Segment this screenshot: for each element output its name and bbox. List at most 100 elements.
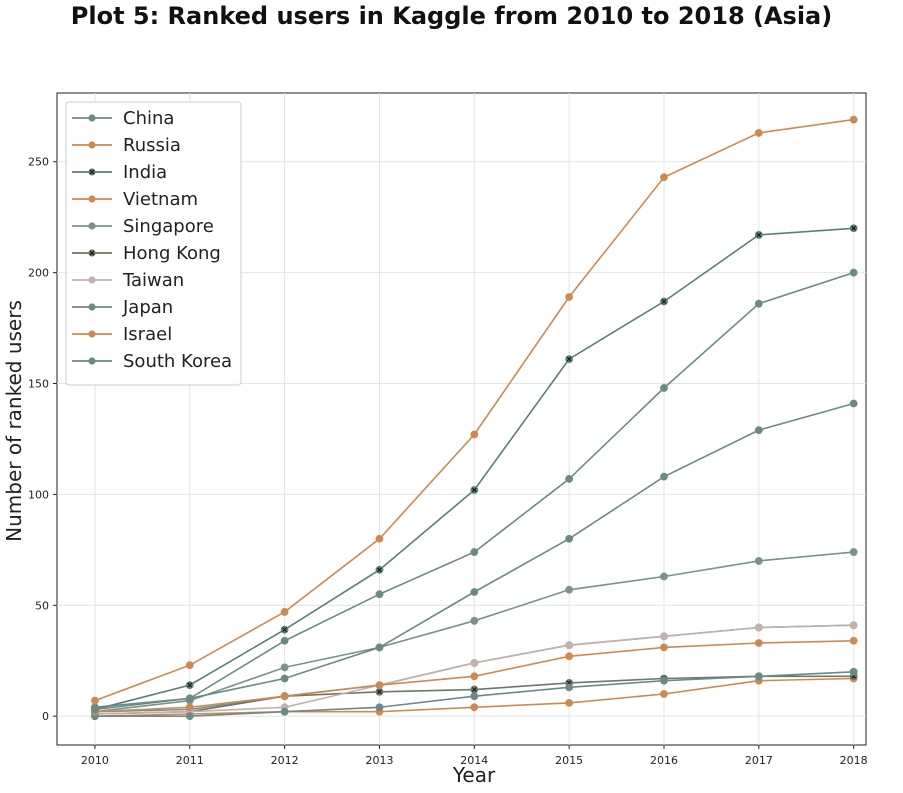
data-point xyxy=(280,707,289,716)
data-point xyxy=(470,548,479,556)
data-point xyxy=(565,641,574,650)
data-point xyxy=(565,698,574,707)
data-point xyxy=(375,534,384,543)
data-point xyxy=(660,384,668,392)
data-point xyxy=(280,674,289,683)
y-tick-label: 150 xyxy=(28,378,49,391)
data-point-cross xyxy=(471,687,477,692)
legend-label: Singapore xyxy=(123,216,214,237)
data-point xyxy=(185,712,194,721)
data-point xyxy=(849,621,858,630)
legend[interactable]: China Russia India Vietnam Singapore Hong Kon… xyxy=(65,101,242,386)
data-point-cross xyxy=(377,567,382,573)
x-tick-label: 2016 xyxy=(650,754,678,767)
data-point xyxy=(565,683,574,692)
y-tick-label: 100 xyxy=(28,488,49,501)
series-taiwan xyxy=(91,621,858,718)
data-point xyxy=(375,681,384,690)
x-tick-label: 2010 xyxy=(81,754,109,767)
x-tick-label: 2013 xyxy=(365,754,393,767)
data-point xyxy=(849,548,858,556)
legend-marker xyxy=(88,276,96,284)
series-layer xyxy=(91,115,858,721)
legend-label: Japan xyxy=(122,297,173,318)
data-point xyxy=(660,173,668,182)
data-point xyxy=(375,590,384,599)
data-point xyxy=(754,639,763,647)
legend-label: Taiwan xyxy=(122,270,184,291)
data-point-cross xyxy=(851,225,857,231)
data-point xyxy=(470,588,479,596)
data-point-cross xyxy=(187,682,193,688)
data-point xyxy=(660,632,668,641)
data-point xyxy=(91,705,99,714)
x-axis-label: Year xyxy=(452,763,496,787)
legend-marker xyxy=(88,303,96,311)
data-point-cross xyxy=(282,627,287,633)
y-axis-label: Number of ranked users xyxy=(2,300,26,542)
data-point xyxy=(375,703,384,712)
data-point xyxy=(754,299,763,308)
data-point xyxy=(849,115,858,124)
legend-marker-cross xyxy=(89,250,95,256)
data-point-cross xyxy=(661,299,667,304)
data-point xyxy=(470,672,479,681)
series-russia xyxy=(91,115,858,705)
series-south-korea xyxy=(91,268,858,714)
data-point xyxy=(754,129,763,137)
data-point-cross xyxy=(471,487,477,493)
legend-label: South Korea xyxy=(123,351,232,372)
legend-label: China xyxy=(123,108,174,129)
data-point xyxy=(280,608,289,616)
chart-title: Plot 5: Ranked users in Kaggle from 2010… xyxy=(70,2,833,30)
data-point xyxy=(565,585,574,594)
data-point xyxy=(280,692,289,701)
series-japan xyxy=(91,667,858,721)
legend-marker xyxy=(88,195,96,203)
data-point xyxy=(660,643,668,652)
data-point xyxy=(470,659,479,667)
data-point xyxy=(470,430,479,439)
series-china xyxy=(91,399,858,712)
data-point xyxy=(280,663,289,672)
data-point xyxy=(660,690,668,698)
data-point-cross xyxy=(756,232,762,238)
data-point xyxy=(849,636,858,645)
legend-marker xyxy=(88,141,96,149)
legend-marker xyxy=(88,357,96,365)
data-point xyxy=(185,661,194,670)
y-tick-label: 250 xyxy=(28,156,49,169)
data-point-cross xyxy=(377,689,382,695)
data-point xyxy=(849,667,858,676)
data-point xyxy=(660,572,668,581)
data-point xyxy=(849,399,858,408)
data-point xyxy=(280,636,289,645)
data-point xyxy=(565,534,574,543)
data-point xyxy=(754,672,763,681)
data-point xyxy=(754,557,763,565)
y-tick-label: 0 xyxy=(42,710,49,723)
legend-label: Vietnam xyxy=(123,189,198,210)
data-point xyxy=(470,616,479,625)
legend-label: Israel xyxy=(123,324,172,345)
x-tick-label: 2018 xyxy=(840,754,868,767)
x-tick-label: 2011 xyxy=(176,754,204,767)
y-tick-label: 200 xyxy=(28,267,49,280)
data-point xyxy=(660,472,668,481)
legend-marker xyxy=(88,222,96,230)
data-point xyxy=(565,293,574,301)
data-point xyxy=(754,426,763,434)
data-point xyxy=(565,652,574,661)
legend-marker-cross xyxy=(89,169,95,175)
x-tick-label: 2014 xyxy=(460,754,488,767)
legend-label: Hong Kong xyxy=(123,243,221,264)
data-point xyxy=(470,692,479,701)
data-point xyxy=(375,643,384,652)
series-israel xyxy=(91,636,858,716)
data-point xyxy=(185,694,194,703)
data-point xyxy=(470,703,479,712)
data-point-cross xyxy=(566,356,572,362)
data-point xyxy=(754,623,763,632)
data-point xyxy=(660,676,668,685)
